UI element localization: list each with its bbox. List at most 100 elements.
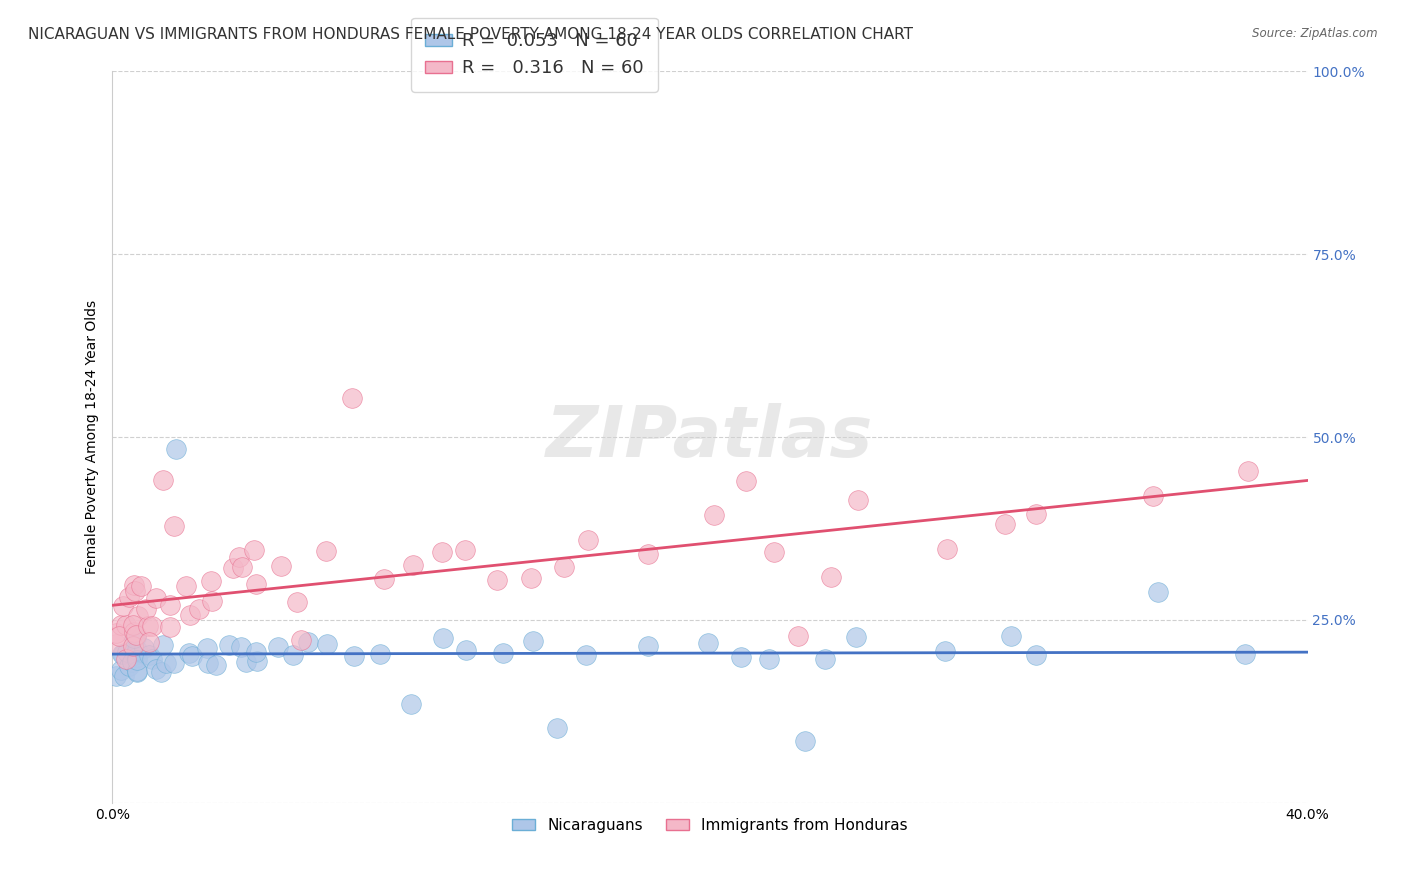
Point xyxy=(112,668,135,682)
Point xyxy=(145,591,167,605)
Point xyxy=(107,628,129,642)
Point xyxy=(179,608,201,623)
Point xyxy=(174,579,197,593)
Point xyxy=(124,624,146,639)
Point xyxy=(703,508,725,522)
Point xyxy=(124,648,146,662)
Point xyxy=(138,635,160,649)
Point xyxy=(155,656,177,670)
Point xyxy=(218,638,240,652)
Point xyxy=(136,619,159,633)
Point xyxy=(245,645,267,659)
Point xyxy=(486,574,509,588)
Point xyxy=(163,519,186,533)
Text: Source: ZipAtlas.com: Source: ZipAtlas.com xyxy=(1253,27,1378,40)
Point xyxy=(402,558,425,572)
Point xyxy=(149,665,172,680)
Point xyxy=(1025,507,1047,521)
Point xyxy=(231,560,253,574)
Point xyxy=(141,652,163,666)
Legend: Nicaraguans, Immigrants from Honduras: Nicaraguans, Immigrants from Honduras xyxy=(506,812,914,839)
Point xyxy=(287,594,309,608)
Point xyxy=(131,579,153,593)
Point xyxy=(111,647,134,661)
Point xyxy=(235,655,257,669)
Point xyxy=(432,632,454,646)
Text: ZIPatlas: ZIPatlas xyxy=(547,402,873,472)
Point xyxy=(152,638,174,652)
Point xyxy=(297,634,319,648)
Point xyxy=(399,697,422,711)
Point xyxy=(122,639,145,653)
Point xyxy=(787,629,810,643)
Point xyxy=(201,593,224,607)
Point xyxy=(1142,489,1164,503)
Point xyxy=(316,637,339,651)
Point xyxy=(110,663,132,677)
Point xyxy=(125,653,148,667)
Point xyxy=(125,628,148,642)
Point xyxy=(522,633,544,648)
Point xyxy=(730,650,752,665)
Point xyxy=(222,561,245,575)
Point xyxy=(342,391,364,405)
Point xyxy=(159,620,181,634)
Point xyxy=(637,548,659,562)
Point xyxy=(1233,647,1256,661)
Point xyxy=(820,570,842,584)
Point xyxy=(125,649,148,664)
Point xyxy=(697,635,720,649)
Point xyxy=(1146,585,1168,599)
Point xyxy=(197,656,219,670)
Point xyxy=(141,619,163,633)
Point xyxy=(430,545,453,559)
Point xyxy=(315,544,337,558)
Point xyxy=(1237,464,1260,478)
Point xyxy=(794,734,817,748)
Point xyxy=(763,545,786,559)
Point xyxy=(575,648,598,663)
Point xyxy=(373,572,395,586)
Point xyxy=(114,618,136,632)
Point xyxy=(121,656,143,670)
Point xyxy=(134,640,156,655)
Point xyxy=(121,617,143,632)
Point xyxy=(115,645,138,659)
Point xyxy=(125,630,148,644)
Point xyxy=(814,652,837,666)
Point xyxy=(104,626,127,640)
Point xyxy=(637,639,659,653)
Point xyxy=(520,571,543,585)
Point xyxy=(290,632,312,647)
Point xyxy=(1000,629,1022,643)
Point xyxy=(145,662,167,676)
Point xyxy=(205,657,228,672)
Point xyxy=(122,632,145,646)
Point xyxy=(368,647,391,661)
Point xyxy=(138,648,160,662)
Point xyxy=(576,533,599,547)
Point xyxy=(127,642,149,657)
Point xyxy=(243,542,266,557)
Point xyxy=(177,646,200,660)
Point xyxy=(159,599,181,613)
Point xyxy=(546,721,568,735)
Point xyxy=(124,578,146,592)
Point xyxy=(105,669,128,683)
Point xyxy=(281,648,304,663)
Point xyxy=(200,574,222,589)
Point xyxy=(111,648,134,662)
Point xyxy=(245,577,267,591)
Point xyxy=(734,474,756,488)
Point xyxy=(111,599,134,613)
Point xyxy=(152,473,174,487)
Point xyxy=(845,630,868,644)
Y-axis label: Female Poverty Among 18-24 Year Olds: Female Poverty Among 18-24 Year Olds xyxy=(84,300,98,574)
Point xyxy=(127,608,149,623)
Point xyxy=(846,492,869,507)
Point xyxy=(936,541,959,556)
Text: NICARAGUAN VS IMMIGRANTS FROM HONDURAS FEMALE POVERTY AMONG 18-24 YEAR OLDS CORR: NICARAGUAN VS IMMIGRANTS FROM HONDURAS F… xyxy=(28,27,912,42)
Point xyxy=(454,642,477,657)
Point xyxy=(228,550,250,565)
Point xyxy=(1025,648,1047,663)
